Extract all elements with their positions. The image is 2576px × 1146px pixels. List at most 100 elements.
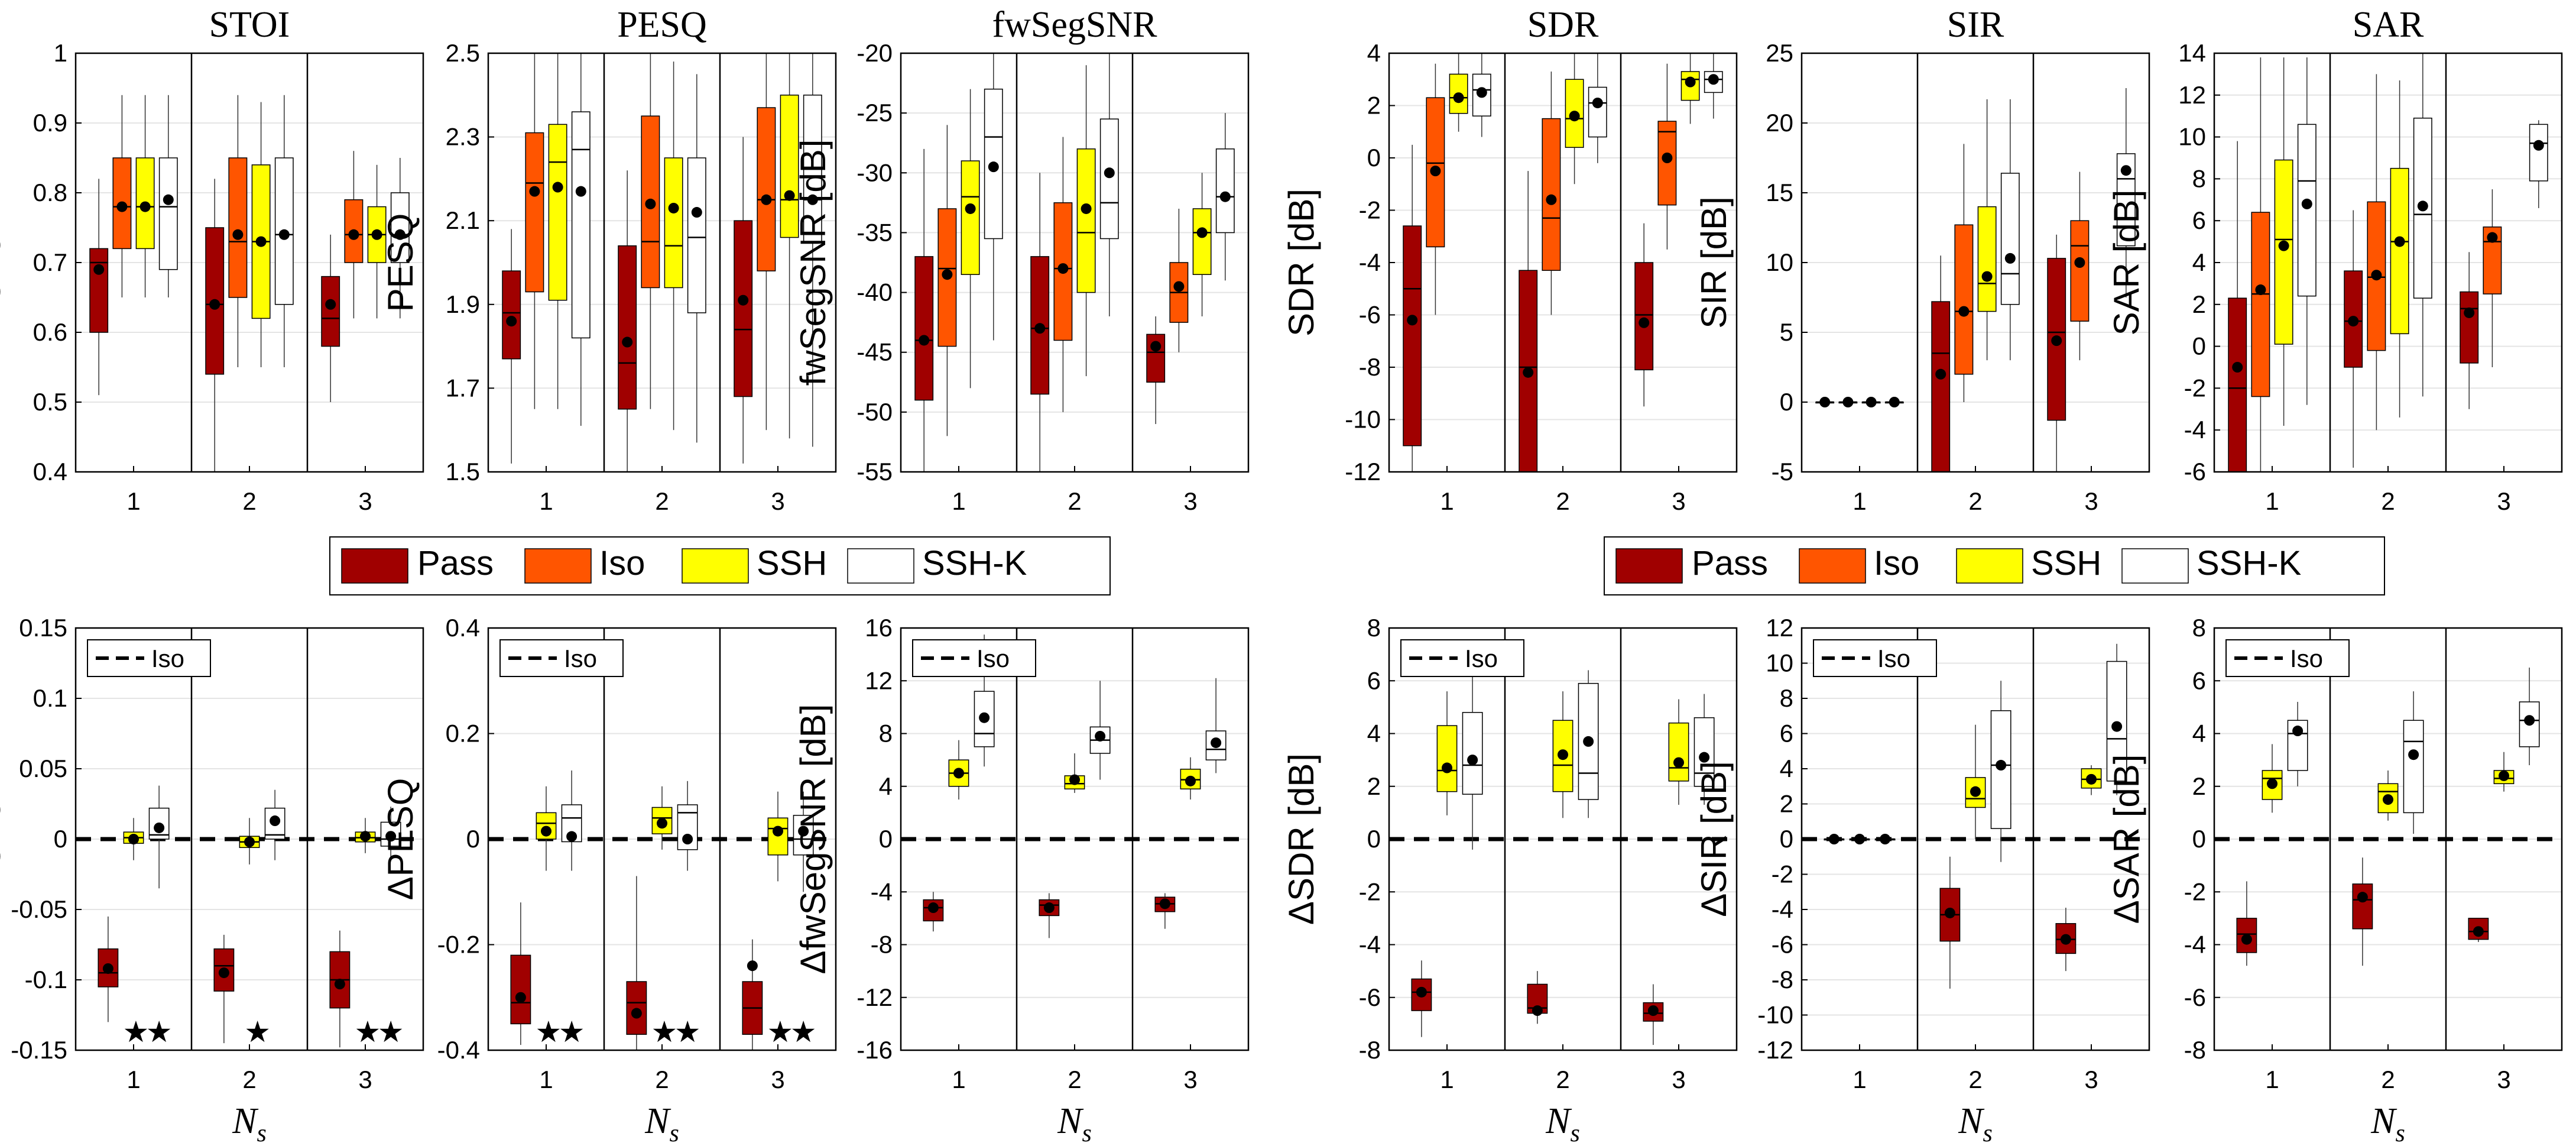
y-tick-label: 2.3 xyxy=(446,123,480,151)
panel-dsdr: -8 -6 -4 -2 0 2 4 6 8 1 2 3 Iso ΔSDR [dB] Ns xyxy=(1281,614,1738,1146)
box-body xyxy=(1403,225,1422,446)
y-tick-label: -8 xyxy=(1772,966,1793,993)
y-tick-label: 20 xyxy=(1766,109,1793,137)
box-ssh-ns1 xyxy=(948,740,969,800)
axes-frame xyxy=(487,52,837,473)
y-tick-label: 2 xyxy=(1780,790,1793,818)
y-tick-label: -25 xyxy=(856,99,893,127)
box-ssh-ns2 xyxy=(2390,80,2409,417)
box-iso-ns3 xyxy=(2483,189,2502,367)
y-tick-label: 8 xyxy=(2192,614,2206,642)
box-pass-ns3 xyxy=(1634,223,1654,407)
y-tick-label: 0 xyxy=(879,825,893,853)
y-tick-label: -6 xyxy=(2184,458,2206,485)
box-ssh-ns2 xyxy=(251,102,271,367)
x-axis-label-subscript: s xyxy=(1082,1120,1092,1146)
y-tick-label: -4 xyxy=(1772,895,1793,923)
y-tick-label: 10 xyxy=(2178,123,2206,151)
box-iso-ns2 xyxy=(1053,137,1073,412)
box-body xyxy=(1680,71,1700,101)
x-tick-label: 3 xyxy=(1672,1066,1685,1093)
box-body xyxy=(1931,301,1951,472)
x-tick-label: 3 xyxy=(1183,1066,1197,1093)
y-tick-label: -16 xyxy=(856,1036,893,1064)
box-ssh-k-ns1 xyxy=(1874,834,1896,844)
y-tick-label: -2 xyxy=(2184,878,2206,905)
mean-dot xyxy=(942,269,953,280)
box-body xyxy=(548,124,567,301)
box-pass-ns1 xyxy=(923,892,944,932)
mean-dot xyxy=(1532,1005,1543,1016)
x-tick-label: 1 xyxy=(952,487,965,515)
box-ssh-ns2 xyxy=(2377,770,2399,821)
y-axis-label: SDR [dB] xyxy=(1281,189,1321,336)
box-ssh-k-ns2 xyxy=(1089,681,1111,780)
panel-title: fwSegSNR xyxy=(992,5,1157,45)
mean-dot xyxy=(154,822,165,833)
significance-star: ★ xyxy=(146,1015,173,1048)
box-ssh-ns1 xyxy=(961,89,980,389)
x-tick-label: 2 xyxy=(1556,1066,1569,1093)
legend-top-right: Pass Iso SSH SSH-K xyxy=(1604,536,2385,595)
y-tick-label: -0.05 xyxy=(11,895,67,923)
box-body xyxy=(1215,148,1235,234)
panel-sdr: -12 -10 -8 -6 -4 -2 0 2 4 1 2 3 SDR SDR [dB] xyxy=(1281,5,1738,515)
box-ssh-k-ns1 xyxy=(1472,53,1491,137)
mean-dot xyxy=(334,979,345,990)
mean-dot xyxy=(1416,986,1427,998)
box-pass-ns3 xyxy=(1146,316,1166,425)
y-tick-label: 0 xyxy=(1367,825,1381,853)
y-tick-label: -6 xyxy=(1359,983,1381,1011)
mean-dot xyxy=(385,831,397,842)
box-pass-ns1 xyxy=(1403,144,1422,472)
significance-star: ★ xyxy=(651,1015,678,1048)
box-ssh-k-ns2 xyxy=(687,74,706,443)
box-ssh-ns3 xyxy=(355,818,376,853)
x-tick-label: 2 xyxy=(242,487,256,515)
x-tick-label: 3 xyxy=(771,1066,784,1093)
x-tick-label: 3 xyxy=(2497,1066,2510,1093)
box-body xyxy=(1462,712,1483,795)
mean-dot xyxy=(541,825,551,837)
mean-dot xyxy=(2473,926,2484,937)
x-tick-label: 1 xyxy=(539,487,553,515)
y-tick-label: 10 xyxy=(1766,649,1793,677)
y-tick-label: 0 xyxy=(1780,825,1793,853)
box-ssh-k-ns2 xyxy=(2413,53,2432,397)
box-pass-ns3 xyxy=(2055,908,2077,972)
box-iso-ns3 xyxy=(2070,171,2090,361)
y-tick-label: -45 xyxy=(856,338,893,366)
box-pass-ns3 xyxy=(734,137,753,464)
mean-dot xyxy=(807,194,818,205)
mean-dot xyxy=(2232,362,2243,373)
box-ssh-ns3 xyxy=(1668,699,1689,805)
axes-frame xyxy=(74,52,424,473)
box-ssh-k-ns1 xyxy=(571,53,591,426)
box-ssh-k-ns2 xyxy=(264,789,285,860)
mean-dot xyxy=(566,831,578,842)
y-tick-label: 0.1 xyxy=(33,684,67,712)
x-tick-label: 1 xyxy=(952,1066,965,1093)
box-pass-ns2 xyxy=(1931,255,1951,472)
legend-swatch-ssh-k xyxy=(2121,548,2189,584)
x-tick-label: 1 xyxy=(1440,1066,1454,1093)
box-iso-ns3 xyxy=(1169,208,1189,352)
y-tick-label: 0 xyxy=(2192,332,2206,360)
legend-label-pass: Pass xyxy=(1692,544,1768,582)
inner-legend-label: Iso xyxy=(2290,645,2323,672)
mean-dot xyxy=(278,229,290,240)
mean-dot xyxy=(371,229,382,240)
legend-label-iso: Iso xyxy=(599,544,645,582)
box-body xyxy=(1076,148,1096,293)
y-tick-label: 0 xyxy=(1780,388,1793,416)
mean-dot xyxy=(645,198,656,209)
legend-label-ssh: SSH xyxy=(757,544,827,582)
inner-legend-label: Iso xyxy=(1877,645,1910,672)
x-tick-label: 3 xyxy=(2497,487,2510,515)
mean-dot xyxy=(1673,757,1684,768)
box-body xyxy=(1192,208,1212,275)
mean-dot xyxy=(2004,252,2016,264)
box-body xyxy=(2251,212,2270,397)
legend-swatch-iso xyxy=(1799,548,1866,584)
box-ssh-k-ns3 xyxy=(803,53,822,447)
